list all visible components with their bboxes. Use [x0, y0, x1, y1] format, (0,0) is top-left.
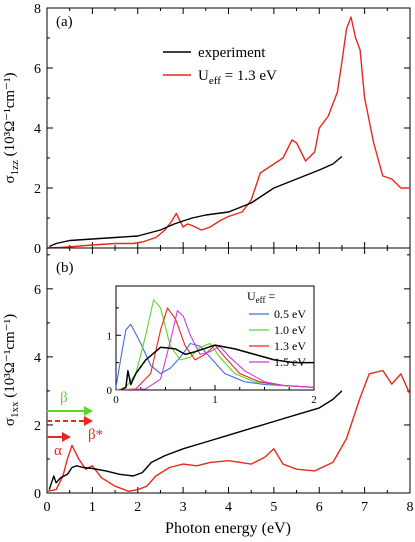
panel-a-ticks: 0 2 4 6 8	[34, 2, 411, 257]
y-tick-label: 2	[34, 419, 41, 434]
x-tick-label: 8	[407, 500, 414, 515]
x-tick-label: 2	[134, 500, 141, 515]
inset-series-line	[115, 323, 315, 388]
y-tick-label: 4	[34, 351, 41, 366]
panel-b-ylabel: σ1xx (10³Ω⁻¹cm⁻¹)	[2, 314, 21, 426]
beta-star-arrow-head	[84, 416, 93, 426]
series-line-calc	[46, 16, 410, 249]
y-tick-label: 0	[34, 487, 41, 502]
inset-legend: 0.5 eV 1.0 eV 1.3 eV 1.5 eV	[249, 307, 306, 369]
series-line-calc	[46, 369, 411, 492]
x-tick-label: 0	[44, 500, 51, 515]
inset-x-tick-label: 0	[113, 394, 119, 406]
panel-a-legend: experiment Ueff = 1.3 eV	[163, 45, 277, 87]
inset-frame	[115, 285, 315, 391]
inset-series-line	[115, 307, 315, 391]
panel-b-lines	[46, 369, 411, 492]
legend-experiment-label: experiment	[198, 45, 266, 61]
x-tick-label: 6	[316, 500, 323, 515]
inset-series-line	[115, 299, 315, 391]
y-tick-label: 4	[34, 122, 41, 137]
inset-y-tick-label: 0	[107, 385, 113, 397]
peak-markers: β β* α	[47, 390, 103, 459]
inset-ticks: 0 1 2 0 1	[107, 307, 317, 406]
inset-x-tick-label: 2	[311, 394, 317, 406]
y-tick-label: 6	[34, 62, 41, 77]
beta-arrow-head	[84, 406, 93, 416]
inset-legend-label: 1.5 eV	[274, 355, 306, 369]
inset-lines	[115, 299, 315, 391]
x-tick-label: 5	[270, 500, 277, 515]
x-axis-label: Photon energy (eV)	[165, 520, 291, 537]
inset-series-line	[120, 344, 314, 391]
y-tick-label: 8	[34, 2, 41, 17]
series-line-experiment	[49, 155, 343, 248]
alpha-label: α	[54, 443, 62, 459]
y-tick-label: 6	[34, 283, 41, 298]
x-tick-label: 4	[225, 500, 232, 515]
x-tick-label: 7	[361, 500, 368, 515]
alpha-arrow-head	[62, 432, 71, 442]
series-line-experiment	[48, 390, 343, 490]
y-tick-label: 0	[34, 242, 41, 257]
inset-x-tick-label: 1	[212, 394, 218, 406]
panel-b-label: (b)	[56, 260, 74, 276]
inset-legend-label: 1.0 eV	[274, 323, 306, 337]
inset-y-tick-label: 1	[107, 330, 113, 342]
panel-a-label: (a)	[56, 14, 73, 30]
panel-a-ylabel: σ1zz (10³Ω⁻¹cm⁻¹)	[2, 73, 21, 184]
y-tick-label: 2	[34, 182, 41, 197]
inset-legend-label: 1.3 eV	[274, 339, 306, 353]
panel-a-lines	[46, 16, 410, 249]
inset-legend-label: 0.5 eV	[274, 307, 306, 321]
beta-label: β	[60, 390, 68, 406]
panel-b-ticks: 0 1 2 3 4 5 6 7 8 0 2 4 6	[34, 248, 414, 515]
legend-calc-label: Ueff = 1.3 eV	[198, 68, 277, 87]
x-tick-label: 1	[89, 500, 96, 515]
x-tick-label: 3	[180, 500, 187, 515]
inset-series-line	[115, 310, 315, 391]
inset-legend-title: Ueff =	[247, 289, 276, 305]
beta-star-label: β*	[88, 427, 103, 443]
